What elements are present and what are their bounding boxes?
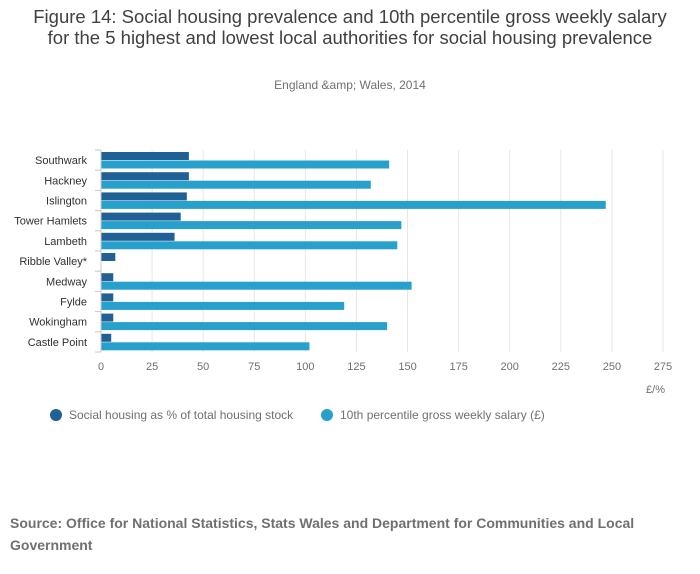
x-tick-label: 250 (603, 361, 621, 373)
bar-salary[interactable] (101, 160, 390, 169)
x-tick-label: 200 (501, 361, 519, 373)
category-label: Lambeth (44, 236, 87, 248)
bar-social-housing[interactable] (101, 253, 116, 261)
bar-social-housing[interactable] (101, 273, 114, 282)
chart-title: Figure 14: Social housing prevalence and… (33, 6, 667, 48)
legend-item-salary[interactable]: 10th percentile gross weekly salary (£) (321, 408, 545, 422)
bar-salary[interactable] (101, 200, 606, 209)
x-tick-label: 0 (98, 361, 104, 373)
legend-label: Social housing as % of total housing sto… (69, 408, 294, 422)
category-labels: Southwark Hackney Islington Tower Hamlets La… (14, 155, 87, 349)
bar-salary[interactable] (101, 301, 345, 310)
category-label: Southwark (35, 155, 87, 167)
bar-salary[interactable] (101, 221, 402, 230)
category-label: Hackney (44, 175, 87, 187)
category-label: Islington (46, 196, 87, 208)
category-label: Tower Hamlets (14, 216, 87, 228)
x-tick-label: 225 (552, 361, 570, 373)
bar-social-housing[interactable] (101, 232, 175, 241)
category-label: Castle Point (28, 337, 87, 349)
category-label: Medway (46, 276, 87, 288)
bar-chart: Southwark Hackney Islington Tower Hamlets La… (14, 149, 672, 396)
x-tick-label: 25 (146, 361, 158, 373)
bar-salary[interactable] (101, 342, 310, 351)
bar-social-housing[interactable] (101, 333, 112, 342)
bar-salary[interactable] (101, 180, 371, 189)
category-label: Ribble Valley* (19, 256, 87, 268)
x-axis-label: £/% (646, 384, 665, 396)
bar-social-housing[interactable] (101, 313, 114, 322)
x-tick-labels: 0 25 50 75 100 125 150 175 200 225 250 275 (98, 361, 672, 373)
source-note: Source: Office for National Statistics, … (10, 515, 635, 553)
legend-dot-icon (321, 409, 333, 421)
legend-item-social-housing[interactable]: Social housing as % of total housing sto… (50, 408, 293, 422)
x-tick-label: 75 (248, 361, 260, 373)
x-tick-label: 175 (449, 361, 467, 373)
bar-salary[interactable] (101, 322, 388, 331)
category-label: Fylde (60, 297, 87, 309)
chart-subtitle: England &amp; Wales, 2014 (274, 78, 426, 92)
bar-salary[interactable] (101, 241, 398, 250)
x-tick-label: 125 (347, 361, 365, 373)
bar-social-housing[interactable] (101, 293, 114, 302)
x-tick-label: 150 (398, 361, 416, 373)
bar-social-housing[interactable] (101, 212, 181, 221)
gridlines (95, 149, 664, 353)
category-label: Wokingham (29, 317, 87, 329)
legend-dot-icon (50, 409, 62, 421)
x-tick-label: 50 (197, 361, 209, 373)
x-tick-label: 100 (296, 361, 314, 373)
bar-salary[interactable] (101, 281, 412, 290)
bar-social-housing[interactable] (101, 152, 189, 160)
bar-social-housing[interactable] (101, 192, 187, 201)
bar-social-housing[interactable] (101, 172, 189, 181)
bars (101, 152, 606, 351)
legend-label: 10th percentile gross weekly salary (£) (340, 408, 545, 422)
x-tick-label: 275 (654, 361, 672, 373)
